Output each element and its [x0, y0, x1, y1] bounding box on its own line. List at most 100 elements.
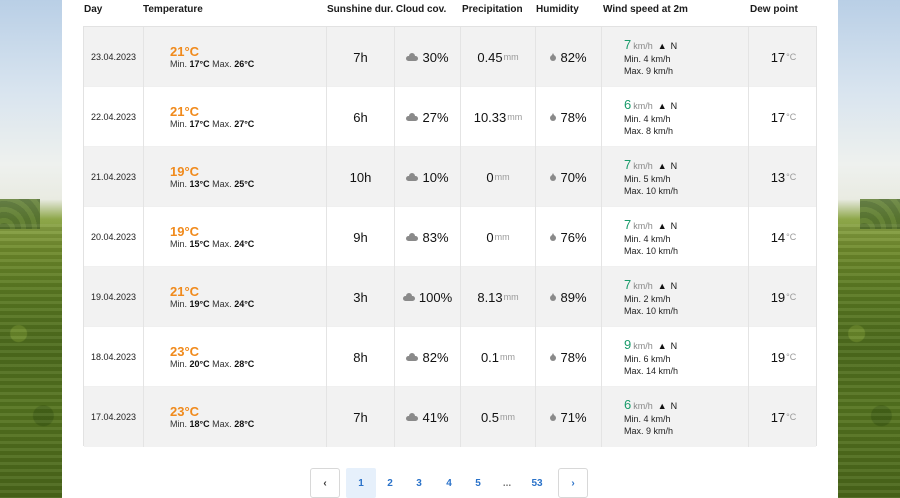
temperature-min: 15°C	[189, 239, 210, 249]
temperature-cell: 21°C Min. 17°C Max. 26°C	[144, 27, 327, 87]
cloud-value: 82%	[422, 349, 449, 365]
dew-point-cell: 19 °C	[749, 327, 818, 387]
next-page-button[interactable]: ›	[558, 468, 588, 498]
prev-page-button[interactable]: ‹	[310, 468, 340, 498]
droplet-icon	[550, 293, 557, 301]
pagination-ellipsis: ...	[502, 477, 512, 489]
cloud-cell: 100%	[395, 267, 461, 327]
temperature-value: 19°C	[170, 224, 200, 239]
temperature-range: Min. 17°C Max. 27°C	[170, 119, 254, 130]
temperature-cell: 19°C Min. 15°C Max. 24°C	[144, 207, 327, 267]
temperature-cell: 19°C Min. 13°C Max. 25°C	[144, 147, 327, 207]
arrow-up-icon: ▲	[657, 220, 667, 231]
temperature-range: Min. 19°C Max. 24°C	[170, 299, 254, 310]
table-row: 21.04.2023 19°C Min. 13°C Max. 25°C 10h …	[84, 147, 816, 207]
wind-max-value: 10 km/h	[646, 245, 679, 256]
temperature-min: 19°C	[189, 299, 210, 309]
precipitation-unit: mm	[494, 172, 510, 182]
temperature-max: 24°C	[234, 299, 255, 309]
wind-unit: km/h	[633, 160, 653, 171]
wind-speed-value: 6	[624, 396, 632, 412]
temperature-range: Min. 15°C Max. 24°C	[170, 239, 254, 250]
sunshine-value: 7h	[353, 49, 368, 65]
page-4-button[interactable]: 4	[446, 477, 452, 489]
humidity-cell: 71%	[536, 387, 602, 447]
wind-unit: km/h	[633, 280, 653, 291]
wind-min-value: 4 km/h	[643, 233, 671, 244]
wind-min-label: Min.	[624, 233, 642, 244]
min-label: Min.	[170, 239, 188, 249]
sunshine-cell: 9h	[327, 207, 395, 267]
precipitation-unit: mm	[500, 352, 516, 362]
wind-max-label: Max.	[624, 425, 644, 436]
sunshine-value: 7h	[353, 409, 368, 425]
wind-direction: N	[670, 220, 678, 231]
wind-cell: 7 km/h ▲ N Min. 4 km/h Max. 9 km/h	[602, 27, 749, 87]
humidity-value: 78%	[560, 109, 587, 125]
humidity-value: 89%	[560, 289, 587, 305]
dew-point-value: 19	[770, 289, 786, 305]
arrow-up-icon: ▲	[657, 160, 667, 171]
cloud-value: 10%	[422, 169, 449, 185]
cloud-icon	[402, 292, 415, 301]
min-label: Min.	[170, 419, 188, 429]
precipitation-value: 0.5	[480, 409, 500, 425]
temperature-value: 21°C	[170, 284, 200, 299]
arrow-up-icon: ▲	[657, 40, 667, 51]
day-value: 21.04.2023	[90, 172, 137, 182]
header-dew-point: Dew point	[750, 4, 798, 15]
precipitation-cell: 0 mm	[461, 207, 536, 267]
arrow-up-icon: ▲	[657, 280, 667, 291]
day-cell: 23.04.2023	[84, 27, 144, 87]
weather-history-panel: Day Temperature Sunshine dur. Cloud cov.…	[62, 0, 838, 498]
wind-min-value: 4 km/h	[643, 113, 671, 124]
wind-min: Min. 6 km/h	[624, 353, 671, 365]
page-1-button[interactable]: 1	[346, 468, 376, 498]
dew-point-value: 17	[770, 49, 786, 65]
header-sunshine-cloud: Sunshine dur. Cloud cov.	[327, 4, 447, 15]
header-wind: Wind speed at 2m	[603, 4, 688, 15]
humidity-cell: 78%	[536, 87, 602, 147]
page-2-button[interactable]: 2	[387, 477, 393, 489]
day-cell: 20.04.2023	[84, 207, 144, 267]
weather-table: 23.04.2023 21°C Min. 17°C Max. 26°C 7h 3…	[83, 26, 818, 447]
temperature-max: 27°C	[234, 119, 255, 129]
wind-min: Min. 2 km/h	[624, 293, 671, 305]
wind-direction: N	[670, 280, 678, 291]
min-label: Min.	[170, 119, 188, 129]
temperature-max: 26°C	[234, 59, 255, 69]
humidity-value: 78%	[560, 349, 587, 365]
wind-speed-value: 7	[624, 276, 632, 292]
dew-point-unit: °C	[786, 52, 797, 62]
table-row: 20.04.2023 19°C Min. 15°C Max. 24°C 9h 8…	[84, 207, 816, 267]
page-5-button[interactable]: 5	[475, 477, 481, 489]
wind-unit: km/h	[633, 40, 653, 51]
temperature-min: 18°C	[189, 419, 210, 429]
droplet-icon	[550, 353, 557, 361]
day-cell: 21.04.2023	[84, 147, 144, 207]
wind-speed-value: 7	[624, 216, 632, 232]
wind-direction: N	[670, 400, 678, 411]
humidity-value: 71%	[560, 409, 587, 425]
wind-speed-value: 6	[624, 96, 632, 112]
droplet-icon	[550, 173, 557, 181]
cloud-icon	[406, 112, 419, 121]
precipitation-value: 0	[486, 169, 494, 185]
dew-point-value: 17	[770, 409, 786, 425]
day-value: 18.04.2023	[90, 352, 137, 362]
temperature-max: 25°C	[234, 179, 255, 189]
table-header: Day Temperature Sunshine dur. Cloud cov.…	[62, 0, 838, 22]
cloud-icon	[406, 172, 419, 181]
wind-min-value: 4 km/h	[643, 53, 671, 64]
wind-max: Max. 9 km/h	[624, 65, 673, 77]
wind-min-label: Min.	[624, 113, 642, 124]
precipitation-unit: mm	[494, 232, 510, 242]
cloud-cell: 41%	[395, 387, 461, 447]
wind-direction: N	[670, 160, 678, 171]
temperature-cell: 23°C Min. 18°C Max. 28°C	[144, 387, 327, 447]
page-3-button[interactable]: 3	[416, 477, 422, 489]
temperature-value: 23°C	[170, 344, 200, 359]
precipitation-cell: 0.1 mm	[461, 327, 536, 387]
page-last-button[interactable]: 53	[531, 477, 543, 489]
temperature-min: 17°C	[189, 119, 210, 129]
